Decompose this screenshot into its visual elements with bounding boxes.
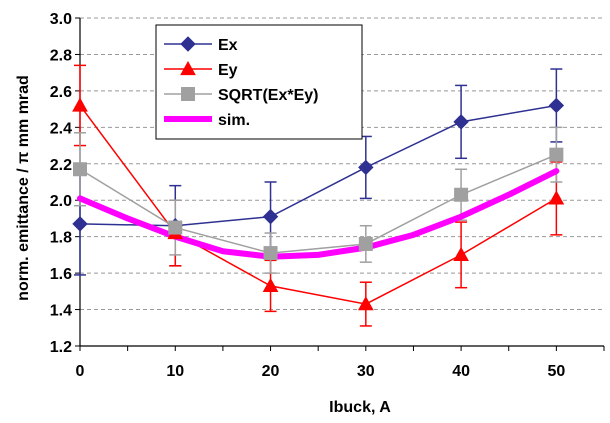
data-point-ex [358, 159, 374, 176]
legend-label-ex: Ex [218, 37, 238, 54]
x-tick-label: 50 [547, 363, 565, 380]
x-tick-label: 10 [166, 363, 184, 380]
y-tick-label: 2.2 [50, 157, 72, 174]
data-point-sqrt-ex-ey [358, 236, 373, 251]
y-tick-label: 1.4 [50, 303, 72, 320]
series-line-ey [79, 105, 557, 305]
data-point-ey [453, 246, 469, 261]
data-point-sqrt-ex-ey [454, 187, 469, 202]
x-axis-title: Ibuck, A [329, 399, 391, 416]
data-point-ex [72, 216, 88, 232]
series-markers [72, 97, 565, 311]
data-point-ey [357, 296, 374, 311]
y-axis-title: norm. emittance / π mm mrad [15, 75, 32, 301]
data-point-sqrt-ex-ey [549, 147, 564, 162]
data-point-ex [453, 114, 469, 130]
y-tick-label: 1.8 [50, 230, 72, 247]
y-tick-label: 2.6 [50, 84, 72, 101]
data-point-ex [548, 97, 565, 114]
y-tick-label: 2.0 [50, 193, 72, 210]
y-tick-label: 1.2 [50, 339, 72, 356]
legend-marker-ex [180, 36, 196, 52]
y-tick-label: 3.0 [50, 11, 72, 28]
tick-labels: 1.2 1.4 1.6 1.8 2.0 2.2 2.4 2.6 2.8 3.0 0 10 20 30 40 5… [50, 11, 566, 380]
y-tick-label: 2.8 [50, 47, 72, 64]
data-point-ey [548, 190, 565, 205]
series-lines [77, 104, 560, 305]
series-line-sim [77, 168, 560, 260]
data-point-ex [262, 208, 279, 225]
x-tick-label: 20 [262, 363, 280, 380]
legend: Ex Ey SQRT(Ex*Ey) sim. [155, 24, 363, 140]
data-point-ey [72, 97, 88, 112]
data-point-sqrt-ex-ey [73, 162, 87, 177]
data-point-sqrt-ex-ey [263, 246, 278, 261]
x-tick-label: 30 [357, 363, 375, 380]
legend-marker-ey [180, 60, 196, 76]
legend-label-sim: sim. [218, 112, 250, 129]
data-point-sqrt-ex-ey [168, 220, 183, 235]
series-line-sqrt-ex-ey [79, 153, 557, 254]
legend-label-sqrt-ex-ey: SQRT(Ex*Ey) [218, 87, 318, 104]
legend-marker-sqrt-ex-ey [181, 87, 195, 101]
y-tick-label: 2.4 [50, 120, 72, 137]
legend-label-ey: Ey [218, 62, 238, 79]
y-tick-label: 1.6 [50, 266, 72, 283]
data-point-ey [262, 277, 279, 292]
series-line-ex [79, 104, 557, 227]
x-tick-label: 0 [76, 363, 85, 380]
x-tick-label: 40 [452, 363, 470, 380]
